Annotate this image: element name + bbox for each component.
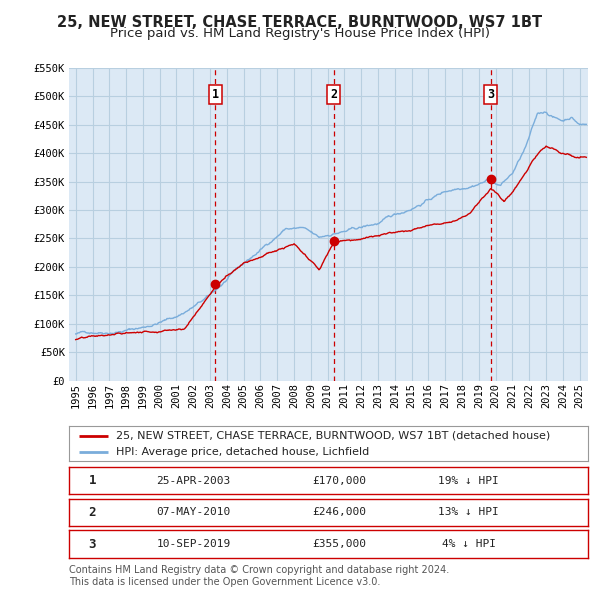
Text: 4% ↓ HPI: 4% ↓ HPI [442, 539, 496, 549]
Text: 1: 1 [212, 88, 219, 101]
Text: 1: 1 [89, 474, 96, 487]
Text: 13% ↓ HPI: 13% ↓ HPI [438, 507, 499, 517]
Text: 25-APR-2003: 25-APR-2003 [157, 476, 230, 486]
Text: 3: 3 [89, 537, 96, 551]
Text: £170,000: £170,000 [312, 476, 366, 486]
Text: 25, NEW STREET, CHASE TERRACE, BURNTWOOD, WS7 1BT: 25, NEW STREET, CHASE TERRACE, BURNTWOOD… [58, 15, 542, 30]
Text: Price paid vs. HM Land Registry's House Price Index (HPI): Price paid vs. HM Land Registry's House … [110, 27, 490, 40]
Text: 2: 2 [89, 506, 96, 519]
Text: 25, NEW STREET, CHASE TERRACE, BURNTWOOD, WS7 1BT (detached house): 25, NEW STREET, CHASE TERRACE, BURNTWOOD… [116, 431, 550, 441]
Text: 10-SEP-2019: 10-SEP-2019 [157, 539, 230, 549]
Text: 3: 3 [487, 88, 494, 101]
Text: £246,000: £246,000 [312, 507, 366, 517]
Text: 19% ↓ HPI: 19% ↓ HPI [438, 476, 499, 486]
Text: 07-MAY-2010: 07-MAY-2010 [157, 507, 230, 517]
Text: 2: 2 [331, 88, 337, 101]
Text: £355,000: £355,000 [312, 539, 366, 549]
Text: HPI: Average price, detached house, Lichfield: HPI: Average price, detached house, Lich… [116, 447, 369, 457]
Text: Contains HM Land Registry data © Crown copyright and database right 2024.
This d: Contains HM Land Registry data © Crown c… [69, 565, 449, 587]
